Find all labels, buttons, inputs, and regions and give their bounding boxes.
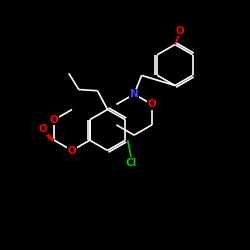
Text: O: O [68, 146, 76, 156]
Text: O: O [148, 99, 156, 110]
Text: O: O [38, 124, 47, 134]
Text: O: O [175, 26, 184, 36]
Text: N: N [130, 89, 138, 99]
Text: O: O [50, 115, 58, 125]
Text: Cl: Cl [126, 158, 137, 168]
